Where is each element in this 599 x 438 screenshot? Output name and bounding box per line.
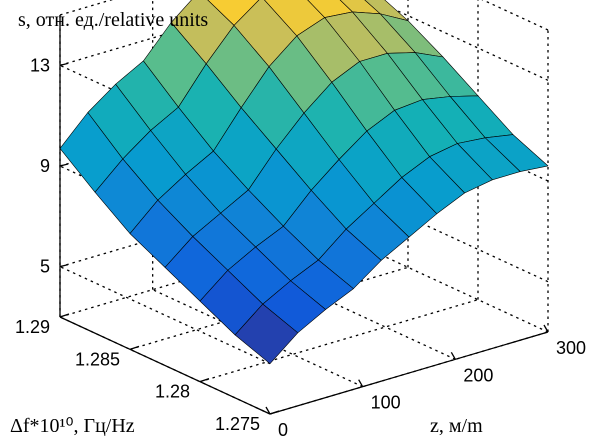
z-axis-label: s, отн. ед./relative units <box>18 9 208 31</box>
tick-labels: 13 9 5 1.29 1.285 1.28 1.275 0 100 200 300 <box>15 55 586 438</box>
surface-patch <box>234 303 299 365</box>
tick-mark <box>59 264 69 268</box>
x-tick-label: 300 <box>556 338 586 358</box>
axis-edge <box>269 331 549 415</box>
axes-box <box>59 15 549 415</box>
x-axis-label: z, м/m <box>430 415 483 437</box>
tick-mark <box>265 406 271 415</box>
y-tick-label: 1.275 <box>215 414 260 434</box>
tick-mark <box>269 410 280 415</box>
tick-mark <box>59 163 69 167</box>
tick-mark <box>129 345 140 350</box>
x-tick-label: 200 <box>463 365 493 385</box>
y-tick-label: 1.28 <box>155 382 190 402</box>
surface <box>59 0 549 365</box>
tick-mark <box>199 378 210 383</box>
tick-mark <box>358 379 364 387</box>
z-tick-label: 9 <box>40 156 50 176</box>
y-tick-label: 1.285 <box>75 349 120 369</box>
y-tick-label: 1.29 <box>15 317 50 337</box>
tick-mark <box>543 324 549 333</box>
y-axis-label: Δf*10¹⁰, Гц/Hz <box>10 415 135 437</box>
axis-edge <box>59 316 271 415</box>
z-tick-label: 5 <box>40 257 50 277</box>
tick-mark <box>59 313 70 318</box>
x-tick-label: 0 <box>278 420 288 438</box>
grid-line <box>199 299 479 383</box>
tick-mark <box>59 62 69 66</box>
z-tick-label: 13 <box>30 55 50 75</box>
x-tick-label: 100 <box>371 393 401 413</box>
tick-mark <box>450 352 456 360</box>
